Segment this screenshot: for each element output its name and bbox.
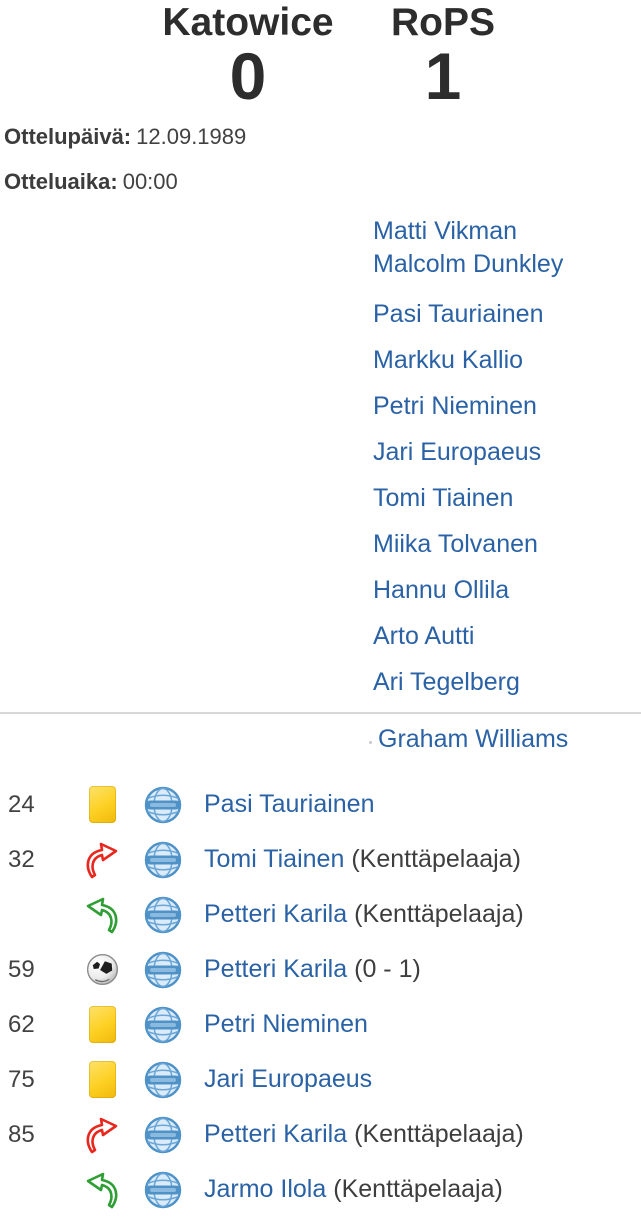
coach-line: Graham Williams (0, 723, 641, 756)
lineup-coach-divider (0, 712, 641, 714)
substitution-out-icon (80, 1115, 124, 1155)
event-row: 59 Petteri Karila (0 - 1) (0, 942, 641, 997)
club-crest-icon (144, 786, 182, 824)
match-time-value: 00:00 (122, 169, 178, 194)
event-row: 32 Tomi Tiainen (Kenttäpelaaja) (0, 832, 641, 887)
player-link[interactable]: Malcolm Dunkley (373, 250, 564, 278)
player-link[interactable]: Jari Europaeus (373, 438, 542, 466)
home-team-column: Katowice 0 (98, 0, 398, 113)
substitution-in-icon (80, 1170, 124, 1210)
event-row: 62 Petri Nieminen (0, 997, 641, 1052)
event-player-link[interactable]: Petteri Karila (204, 1120, 348, 1148)
match-info-section: Ottelupäivä: 12.09.1989 Otteluaika: 00:00 (4, 114, 641, 204)
event-player-link[interactable]: Jari Europaeus (204, 1065, 373, 1093)
event-minute: 24 (8, 790, 35, 818)
event-detail: (0 - 1) (354, 955, 421, 983)
club-crest-icon (144, 896, 182, 934)
event-detail: (Kenttäpelaaja) (354, 1120, 524, 1148)
club-crest-icon (144, 1171, 182, 1209)
club-crest-icon (144, 1116, 182, 1154)
event-minute: 62 (8, 1010, 35, 1038)
match-events-section: 24 Pasi Tauriainen 32 Tomi Tiainen (Kent… (0, 777, 641, 1217)
event-row: Petteri Karila (Kenttäpelaaja) (0, 887, 641, 942)
player-link[interactable]: Ari Tegelberg (373, 668, 520, 696)
substitution-out-icon (80, 840, 124, 880)
event-player-link[interactable]: Tomi Tiainen (204, 845, 345, 873)
event-row: 75 Jari Europaeus (0, 1052, 641, 1107)
player-link[interactable]: Markku Kallio (373, 346, 524, 374)
player-link[interactable]: Petri Nieminen (373, 392, 537, 420)
match-date-value: 12.09.1989 (136, 124, 247, 149)
event-row: 24 Pasi Tauriainen (0, 777, 641, 832)
event-player-link[interactable]: Pasi Tauriainen (204, 790, 375, 818)
football-goal-icon (80, 953, 124, 986)
club-crest-icon (144, 1006, 182, 1044)
yellow-card-icon (80, 1061, 124, 1098)
club-crest-icon (144, 1061, 182, 1099)
event-detail: (Kenttäpelaaja) (333, 1175, 503, 1203)
player-link[interactable]: Arto Autti (373, 622, 475, 650)
match-time-line: Otteluaika: 00:00 (4, 159, 641, 204)
away-team-column: RoPS 1 (358, 0, 528, 113)
event-detail: (Kenttäpelaaja) (354, 900, 524, 928)
match-time-label: Otteluaika: (4, 169, 118, 194)
home-team-score: 0 (229, 39, 267, 113)
event-player-link[interactable]: Petteri Karila (204, 900, 348, 928)
player-link[interactable]: Tomi Tiainen (373, 484, 514, 512)
player-pair-group: Matti Vikman Malcolm Dunkley (373, 215, 641, 281)
player-link[interactable]: Matti Vikman (373, 217, 518, 245)
away-team-name: RoPS (390, 1, 495, 44)
home-team-name: Katowice (162, 1, 334, 44)
event-player-link[interactable]: Petteri Karila (204, 955, 348, 983)
event-minute: 75 (8, 1065, 35, 1093)
match-date-label: Ottelupäivä: (4, 124, 132, 149)
player-link[interactable]: Miika Tolvanen (373, 530, 538, 558)
event-player-link[interactable]: Petri Nieminen (204, 1010, 368, 1038)
substitution-in-icon (80, 895, 124, 935)
away-team-score: 1 (424, 39, 462, 113)
event-row: 85 Petteri Karila (Kenttäpelaaja) (0, 1107, 641, 1162)
yellow-card-icon (80, 786, 124, 823)
match-date-line: Ottelupäivä: 12.09.1989 (4, 114, 641, 159)
yellow-card-icon (80, 1006, 124, 1043)
event-minute: 59 (8, 955, 35, 983)
player-link[interactable]: Pasi Tauriainen (373, 300, 544, 328)
club-crest-icon (144, 841, 182, 879)
event-minute: 85 (8, 1120, 35, 1148)
coach-link[interactable]: Graham Williams (378, 725, 569, 753)
club-crest-icon (144, 951, 182, 989)
event-minute: 32 (8, 845, 35, 873)
event-player-link[interactable]: Jarmo Ilola (204, 1175, 327, 1203)
event-row: Jarmo Ilola (Kenttäpelaaja) (0, 1162, 641, 1217)
player-link[interactable]: Hannu Ollila (373, 576, 510, 604)
event-detail: (Kenttäpelaaja) (351, 845, 521, 873)
coach-bullet-dot (369, 741, 372, 744)
scoreboard: Katowice 0 RoPS 1 (0, 0, 641, 113)
away-lineup-section: Matti Vikman Malcolm Dunkley Pasi Tauria… (0, 215, 641, 699)
